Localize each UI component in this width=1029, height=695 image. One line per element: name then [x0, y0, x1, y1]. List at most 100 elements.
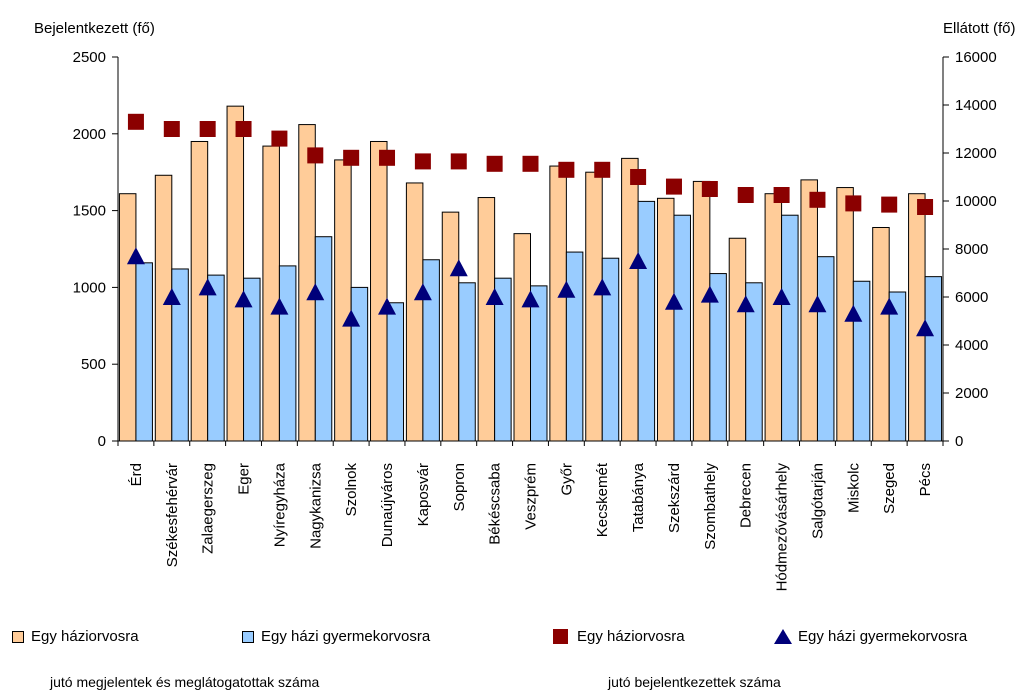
marker-square-adult	[199, 121, 216, 137]
right-tick-label: 16000	[955, 49, 997, 66]
triangle-marker-icon	[774, 629, 792, 644]
legend-note-right: jutó bejelentkezettek száma	[608, 674, 781, 690]
right-tick-label: 8000	[955, 241, 988, 258]
right-axis-title: Ellátott (fő)	[943, 20, 1016, 37]
bar-adult	[262, 145, 280, 442]
legend-label: Egy házi gyermekorvosra	[261, 628, 431, 645]
bar-adult	[872, 226, 890, 442]
right-tick-label: 6000	[955, 289, 988, 306]
bar-child	[852, 280, 871, 442]
marker-square-adult	[414, 153, 431, 170]
x-tick-label: Tatabánya	[630, 462, 647, 532]
bar-adult	[226, 105, 245, 442]
marker-square-adult	[630, 169, 647, 185]
legend-label: Egy házi gyermekorvosra	[798, 628, 968, 645]
marker-square-adult	[307, 147, 324, 164]
marker-triangle-child	[449, 259, 468, 277]
marker-triangle-child	[808, 295, 827, 313]
right-tick-label: 14000	[955, 97, 997, 114]
legend-label: Egy háziorvosra	[31, 628, 139, 645]
x-tick-label: Székesfehérvár	[164, 463, 181, 567]
left-tick-label: 1500	[73, 203, 106, 220]
x-tick-label: Szekszárd	[666, 463, 683, 533]
legend: Egy háziorvosra Egy házi gyermekorvosra …	[0, 628, 1029, 658]
marker-triangle-child	[413, 283, 432, 301]
marker-triangle-child	[162, 288, 181, 305]
marker-square-adult	[701, 181, 718, 197]
bar-child	[673, 214, 691, 442]
marker-triangle-child	[198, 278, 217, 296]
right-tick-label: 0	[955, 433, 963, 450]
legend-item-bar-child: Egy házi gyermekorvosra	[242, 628, 430, 645]
bar-child	[816, 256, 835, 442]
marker-square-adult	[163, 121, 180, 137]
bar-child	[207, 274, 225, 442]
x-tick-label: Salgótarján	[809, 463, 826, 539]
legend-item-marker-adult: Egy háziorvosra	[553, 628, 685, 645]
bar-adult	[477, 197, 496, 442]
legend-swatch-orange	[12, 630, 24, 643]
marker-square-adult	[773, 187, 790, 203]
left-tick-label: 0	[98, 433, 106, 450]
bar-adult	[728, 237, 747, 442]
x-tick-label: Győr	[558, 463, 575, 496]
bar-adult	[908, 193, 926, 442]
marker-triangle-child	[916, 319, 935, 337]
bar-child	[924, 276, 943, 442]
legend-item-marker-child: Egy házi gyermekorvosra	[774, 628, 967, 645]
marker-square-adult	[917, 199, 934, 215]
marker-triangle-child	[485, 288, 504, 305]
bar-adult	[441, 211, 460, 442]
marker-square-adult	[522, 155, 539, 172]
bar-child	[637, 200, 656, 442]
marker-square-adult	[127, 113, 144, 130]
square-marker-icon	[553, 629, 568, 644]
bar-adult	[764, 193, 783, 442]
marker-triangle-child	[306, 283, 325, 301]
bar-child	[458, 282, 476, 442]
marker-triangle-child	[126, 247, 145, 265]
marker-triangle-child	[736, 295, 755, 313]
x-tick-label: Szolnok	[343, 463, 360, 517]
marker-square-adult	[379, 149, 396, 166]
x-tick-label: Nyíregyháza	[271, 462, 288, 547]
bar-child	[350, 286, 369, 442]
bar-adult	[405, 182, 424, 442]
left-tick-label: 2000	[73, 126, 106, 143]
right-tick-label: 12000	[955, 145, 997, 162]
x-tick-label: Kecskemét	[594, 462, 611, 537]
marker-square-adult	[343, 149, 360, 166]
x-tick-label: Sopron	[451, 463, 468, 511]
x-tick-label: Dunaújváros	[379, 463, 396, 547]
bar-child	[278, 265, 297, 442]
bar-adult	[692, 180, 711, 442]
bar-child	[565, 251, 584, 442]
marker-square-adult	[845, 195, 862, 212]
bar-adult	[154, 174, 173, 442]
x-tick-label: Eger	[236, 463, 253, 495]
x-tick-label: Nagykanizsa	[307, 462, 324, 549]
marker-triangle-child	[342, 309, 361, 327]
legend-note-left: jutó megjelentek és meglátogatottak szám…	[50, 674, 320, 690]
marker-square-adult	[558, 161, 575, 178]
marker-square-adult	[881, 196, 898, 213]
bar-adult	[298, 124, 316, 442]
x-tick-label: Békéscsaba	[487, 462, 504, 544]
marker-square-adult	[486, 155, 503, 172]
marker-triangle-child	[593, 278, 612, 296]
legend-label: Egy háziorvosra	[577, 628, 685, 645]
marker-triangle-child	[378, 297, 397, 315]
x-tick-label: Szombathely	[702, 463, 719, 550]
x-tick-label: Pécs	[917, 463, 934, 496]
x-tick-label: Szeged	[881, 463, 898, 514]
marker-triangle-child	[629, 252, 648, 269]
marker-square-adult	[809, 191, 826, 208]
bar-adult	[621, 157, 639, 442]
bar-child	[781, 214, 799, 442]
marker-triangle-child	[521, 290, 540, 308]
left-tick-label: 1000	[73, 279, 106, 296]
x-tick-label: Kaposvár	[415, 463, 432, 526]
bar-adult	[656, 197, 675, 442]
left-tick-label: 2500	[73, 49, 106, 66]
x-tick-label: Hódmezővásárhely	[774, 463, 791, 592]
